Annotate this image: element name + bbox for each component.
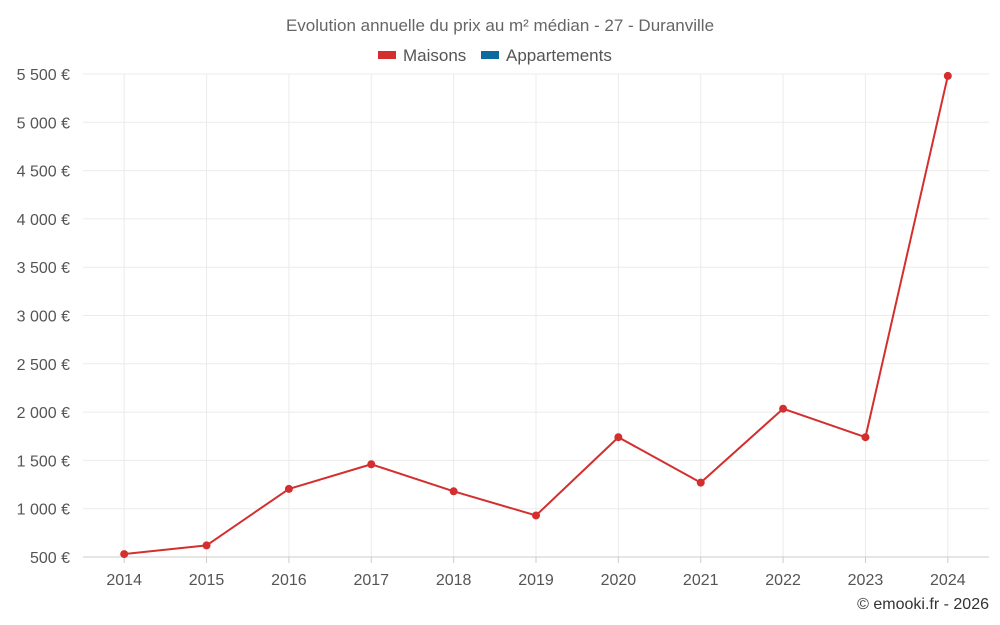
y-tick-label: 1 500 € <box>17 453 70 470</box>
series-maisons <box>120 71 952 559</box>
y-tick-label: 500 € <box>30 550 70 567</box>
data-point[interactable] <box>449 487 458 496</box>
legend: Maisons Appartements <box>378 46 612 65</box>
y-tick-label: 3 000 € <box>17 309 70 326</box>
x-axis: 2014 2015 2016 2017 2018 2019 2020 2021 2022 2023… <box>83 556 989 589</box>
legend-swatch-appartements[interactable] <box>481 51 499 59</box>
x-tick-label: 2022 <box>765 572 801 589</box>
data-point[interactable] <box>120 550 129 559</box>
y-tick-label: 5 000 € <box>17 115 70 132</box>
x-tick-label: 2016 <box>271 572 307 589</box>
x-tick-label: 2015 <box>189 572 225 589</box>
data-point[interactable] <box>532 511 540 520</box>
legend-label-appartements[interactable]: Appartements <box>506 46 612 65</box>
grid <box>83 73 989 558</box>
x-tick-label: 2024 <box>930 572 966 589</box>
y-tick-label: 2 000 € <box>17 405 70 422</box>
y-tick-label: 3 500 € <box>17 260 70 277</box>
x-tick-label: 2020 <box>601 572 637 589</box>
y-tick-label: 4 000 € <box>17 212 70 229</box>
chart-title: Evolution annuelle du prix au m² médian … <box>286 16 714 35</box>
x-tick-label: 2017 <box>353 572 389 589</box>
y-tick-label: 1 000 € <box>17 502 70 519</box>
data-point[interactable] <box>614 433 623 442</box>
data-point[interactable] <box>779 404 788 413</box>
data-point[interactable] <box>284 484 293 493</box>
y-axis: 500 € 1 000 € 1 500 € 2 000 € 2 500 € 3 000 €… <box>17 67 70 567</box>
legend-swatch-maisons[interactable] <box>378 51 396 59</box>
data-point[interactable] <box>861 433 870 442</box>
credit-text: © emooki.fr - 2026 <box>857 596 989 613</box>
data-point[interactable] <box>696 478 705 487</box>
y-tick-label: 5 500 € <box>17 67 70 84</box>
x-tick-label: 2018 <box>436 572 472 589</box>
y-tick-label: 4 500 € <box>17 164 70 181</box>
x-tick-label: 2021 <box>683 572 719 589</box>
data-point[interactable] <box>202 541 211 550</box>
legend-label-maisons[interactable]: Maisons <box>403 46 466 65</box>
data-point[interactable] <box>943 71 952 80</box>
x-tick-label: 2019 <box>518 572 554 589</box>
x-tick-label: 2023 <box>848 572 884 589</box>
data-point[interactable] <box>367 460 376 469</box>
x-tick-label: 2014 <box>106 572 142 589</box>
y-tick-label: 2 500 € <box>17 357 70 374</box>
